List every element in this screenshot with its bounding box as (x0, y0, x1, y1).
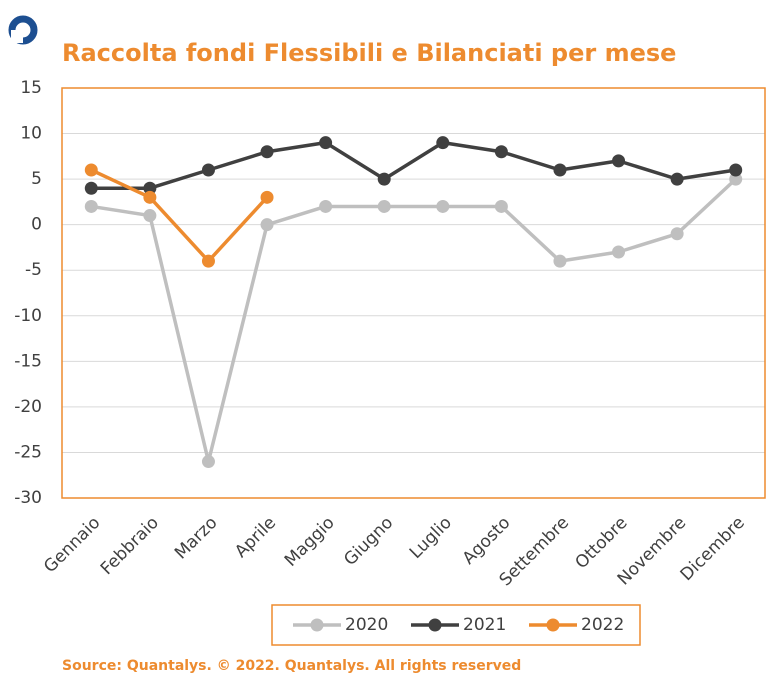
series-marker (201, 455, 215, 469)
x-tick-label: Giugno (340, 513, 397, 570)
series-marker (201, 163, 215, 177)
series-marker (729, 163, 743, 177)
legend-label: 2022 (581, 615, 624, 635)
logo-cut (11, 30, 23, 43)
series-marker (494, 145, 508, 159)
legend-marker (546, 618, 560, 632)
x-tick-label: Marzo (171, 513, 221, 563)
series-line (91, 177, 737, 464)
chart-title: Raccolta fondi Flessibili e Bilanciati p… (62, 39, 676, 67)
series-marker (553, 163, 567, 177)
series-marker (377, 199, 391, 213)
legend-marker (428, 618, 442, 632)
series-marker (612, 154, 626, 168)
y-tick-label: 10 (20, 124, 42, 144)
y-tick-label: -15 (14, 351, 42, 371)
y-tick-label: -25 (14, 442, 42, 462)
legend-label: 2020 (345, 615, 388, 635)
x-tick-label: Luglio (406, 513, 456, 563)
series-marker (436, 199, 450, 213)
plot-border (61, 87, 766, 499)
x-tick-label: Agosto (459, 513, 515, 569)
series-marker (260, 190, 274, 204)
series-marker (436, 136, 450, 150)
series-marker (143, 181, 157, 195)
series-marker (260, 145, 274, 159)
y-tick-label: -5 (25, 260, 42, 280)
y-tick-label: -20 (14, 397, 42, 417)
series-marker (729, 172, 743, 186)
series-marker (670, 227, 684, 241)
series-marker (612, 245, 626, 259)
y-tick-label: 15 (20, 78, 42, 98)
series-marker (553, 254, 567, 268)
series-marker (84, 163, 98, 177)
series-marker (84, 181, 98, 195)
series-marker (494, 199, 508, 213)
series-marker (143, 209, 157, 223)
x-tick-label: Ottobre (572, 513, 632, 573)
series-marker (670, 172, 684, 186)
y-tick-label: 0 (31, 215, 42, 235)
series-marker (143, 190, 157, 204)
legend-marker (310, 618, 324, 632)
series-marker (377, 172, 391, 186)
x-tick-label: Maggio (281, 513, 339, 571)
legend-label: 2021 (463, 615, 506, 635)
y-tick-label: 5 (31, 169, 42, 189)
x-tick-label: Febbraio (97, 513, 163, 579)
x-tick-label: Aprile (231, 513, 280, 562)
x-tick-label: Gennaio (40, 513, 104, 577)
y-tick-label: -10 (14, 306, 42, 326)
source: Source: Quantalys. © 2022. Quantalys. Al… (62, 658, 521, 674)
series-marker (84, 199, 98, 213)
series-marker (319, 136, 333, 150)
series-marker (319, 199, 333, 213)
series-line (90, 168, 269, 263)
x-tick-label: Dicembre (677, 513, 749, 585)
series-marker (201, 254, 215, 268)
series-line (91, 140, 736, 190)
y-tick-label: -30 (14, 488, 42, 508)
series-marker (260, 218, 274, 232)
